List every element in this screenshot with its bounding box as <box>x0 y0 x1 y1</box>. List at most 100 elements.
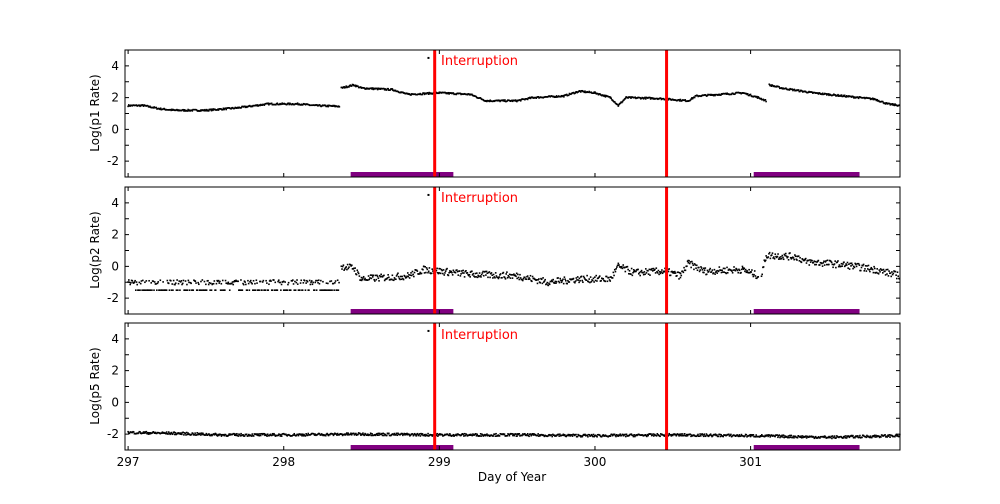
data-point <box>509 277 512 279</box>
data-point <box>362 277 364 279</box>
data-point <box>315 279 317 282</box>
data-point <box>647 270 649 272</box>
data-point <box>737 271 740 274</box>
data-point <box>216 434 218 436</box>
data-point <box>870 266 873 269</box>
data-point <box>893 103 895 106</box>
data-point <box>273 279 275 281</box>
data-point <box>304 289 307 291</box>
data-point <box>574 281 576 284</box>
data-point <box>425 267 428 269</box>
data-point <box>830 435 833 438</box>
data-point <box>411 270 414 273</box>
data-point <box>576 276 579 278</box>
data-point <box>627 97 630 99</box>
data-point <box>712 272 715 274</box>
data-point <box>609 96 612 99</box>
data-point <box>845 437 848 439</box>
data-point <box>553 434 556 436</box>
data-point <box>615 267 617 270</box>
data-point <box>155 106 158 109</box>
data-point <box>292 283 295 285</box>
data-point <box>248 289 251 291</box>
data-point <box>193 434 196 436</box>
data-point <box>347 432 349 435</box>
data-point <box>161 431 164 433</box>
data-point <box>190 433 193 436</box>
data-point <box>725 272 728 275</box>
data-point <box>517 433 520 436</box>
data-point <box>550 280 552 283</box>
data-point <box>185 434 187 436</box>
data-point <box>528 278 531 280</box>
data-point <box>375 278 378 281</box>
data-point <box>671 271 674 274</box>
data-point <box>845 96 847 98</box>
data-point <box>448 271 450 274</box>
data-point <box>725 93 728 95</box>
data-point <box>185 289 188 291</box>
data-point <box>460 434 462 437</box>
data-point <box>809 259 811 261</box>
data-point <box>891 271 893 273</box>
data-point <box>168 289 171 291</box>
data-point <box>660 433 662 435</box>
data-point <box>170 279 172 282</box>
data-point <box>898 104 901 106</box>
data-point <box>371 274 373 277</box>
data-point <box>321 289 324 291</box>
data-point <box>560 279 562 282</box>
data-point <box>410 272 412 274</box>
data-point <box>817 93 820 95</box>
data-point <box>408 277 411 279</box>
data-point <box>493 433 496 436</box>
data-point <box>385 89 388 91</box>
data-point <box>748 268 750 271</box>
data-point <box>340 265 343 268</box>
data-point <box>408 93 411 95</box>
data-point <box>842 95 844 98</box>
data-point <box>731 271 734 274</box>
data-point <box>552 95 555 98</box>
data-point <box>793 258 795 261</box>
data-point <box>301 103 304 106</box>
data-point <box>800 261 803 264</box>
data-point <box>294 289 297 291</box>
data-point <box>774 253 777 255</box>
data-point <box>497 434 499 436</box>
data-point <box>537 95 540 98</box>
data-point <box>136 283 139 286</box>
data-point <box>821 265 824 267</box>
data-point <box>459 275 462 277</box>
data-point <box>224 289 226 291</box>
data-point <box>327 433 329 436</box>
data-point <box>436 267 438 270</box>
data-point <box>337 289 340 291</box>
data-point <box>840 262 843 265</box>
data-point <box>208 281 211 284</box>
data-point <box>512 433 515 435</box>
data-point <box>455 93 457 96</box>
data-point <box>854 436 856 439</box>
data-point <box>428 267 431 269</box>
data-point <box>801 90 803 92</box>
data-point <box>539 282 542 284</box>
data-point <box>153 281 156 283</box>
data-point <box>840 436 843 439</box>
data-point <box>557 280 560 283</box>
data-point <box>579 434 581 437</box>
data-point <box>595 274 598 277</box>
data-point <box>479 435 481 437</box>
data-point <box>615 435 617 438</box>
data-point <box>553 282 556 284</box>
data-point <box>614 434 617 437</box>
data-point <box>770 434 773 436</box>
data-point <box>667 270 670 273</box>
data-point <box>769 84 772 86</box>
data-point <box>244 281 246 283</box>
data-point <box>869 435 872 437</box>
data-point <box>658 273 660 276</box>
data-point <box>722 267 725 270</box>
data-point <box>426 268 429 271</box>
